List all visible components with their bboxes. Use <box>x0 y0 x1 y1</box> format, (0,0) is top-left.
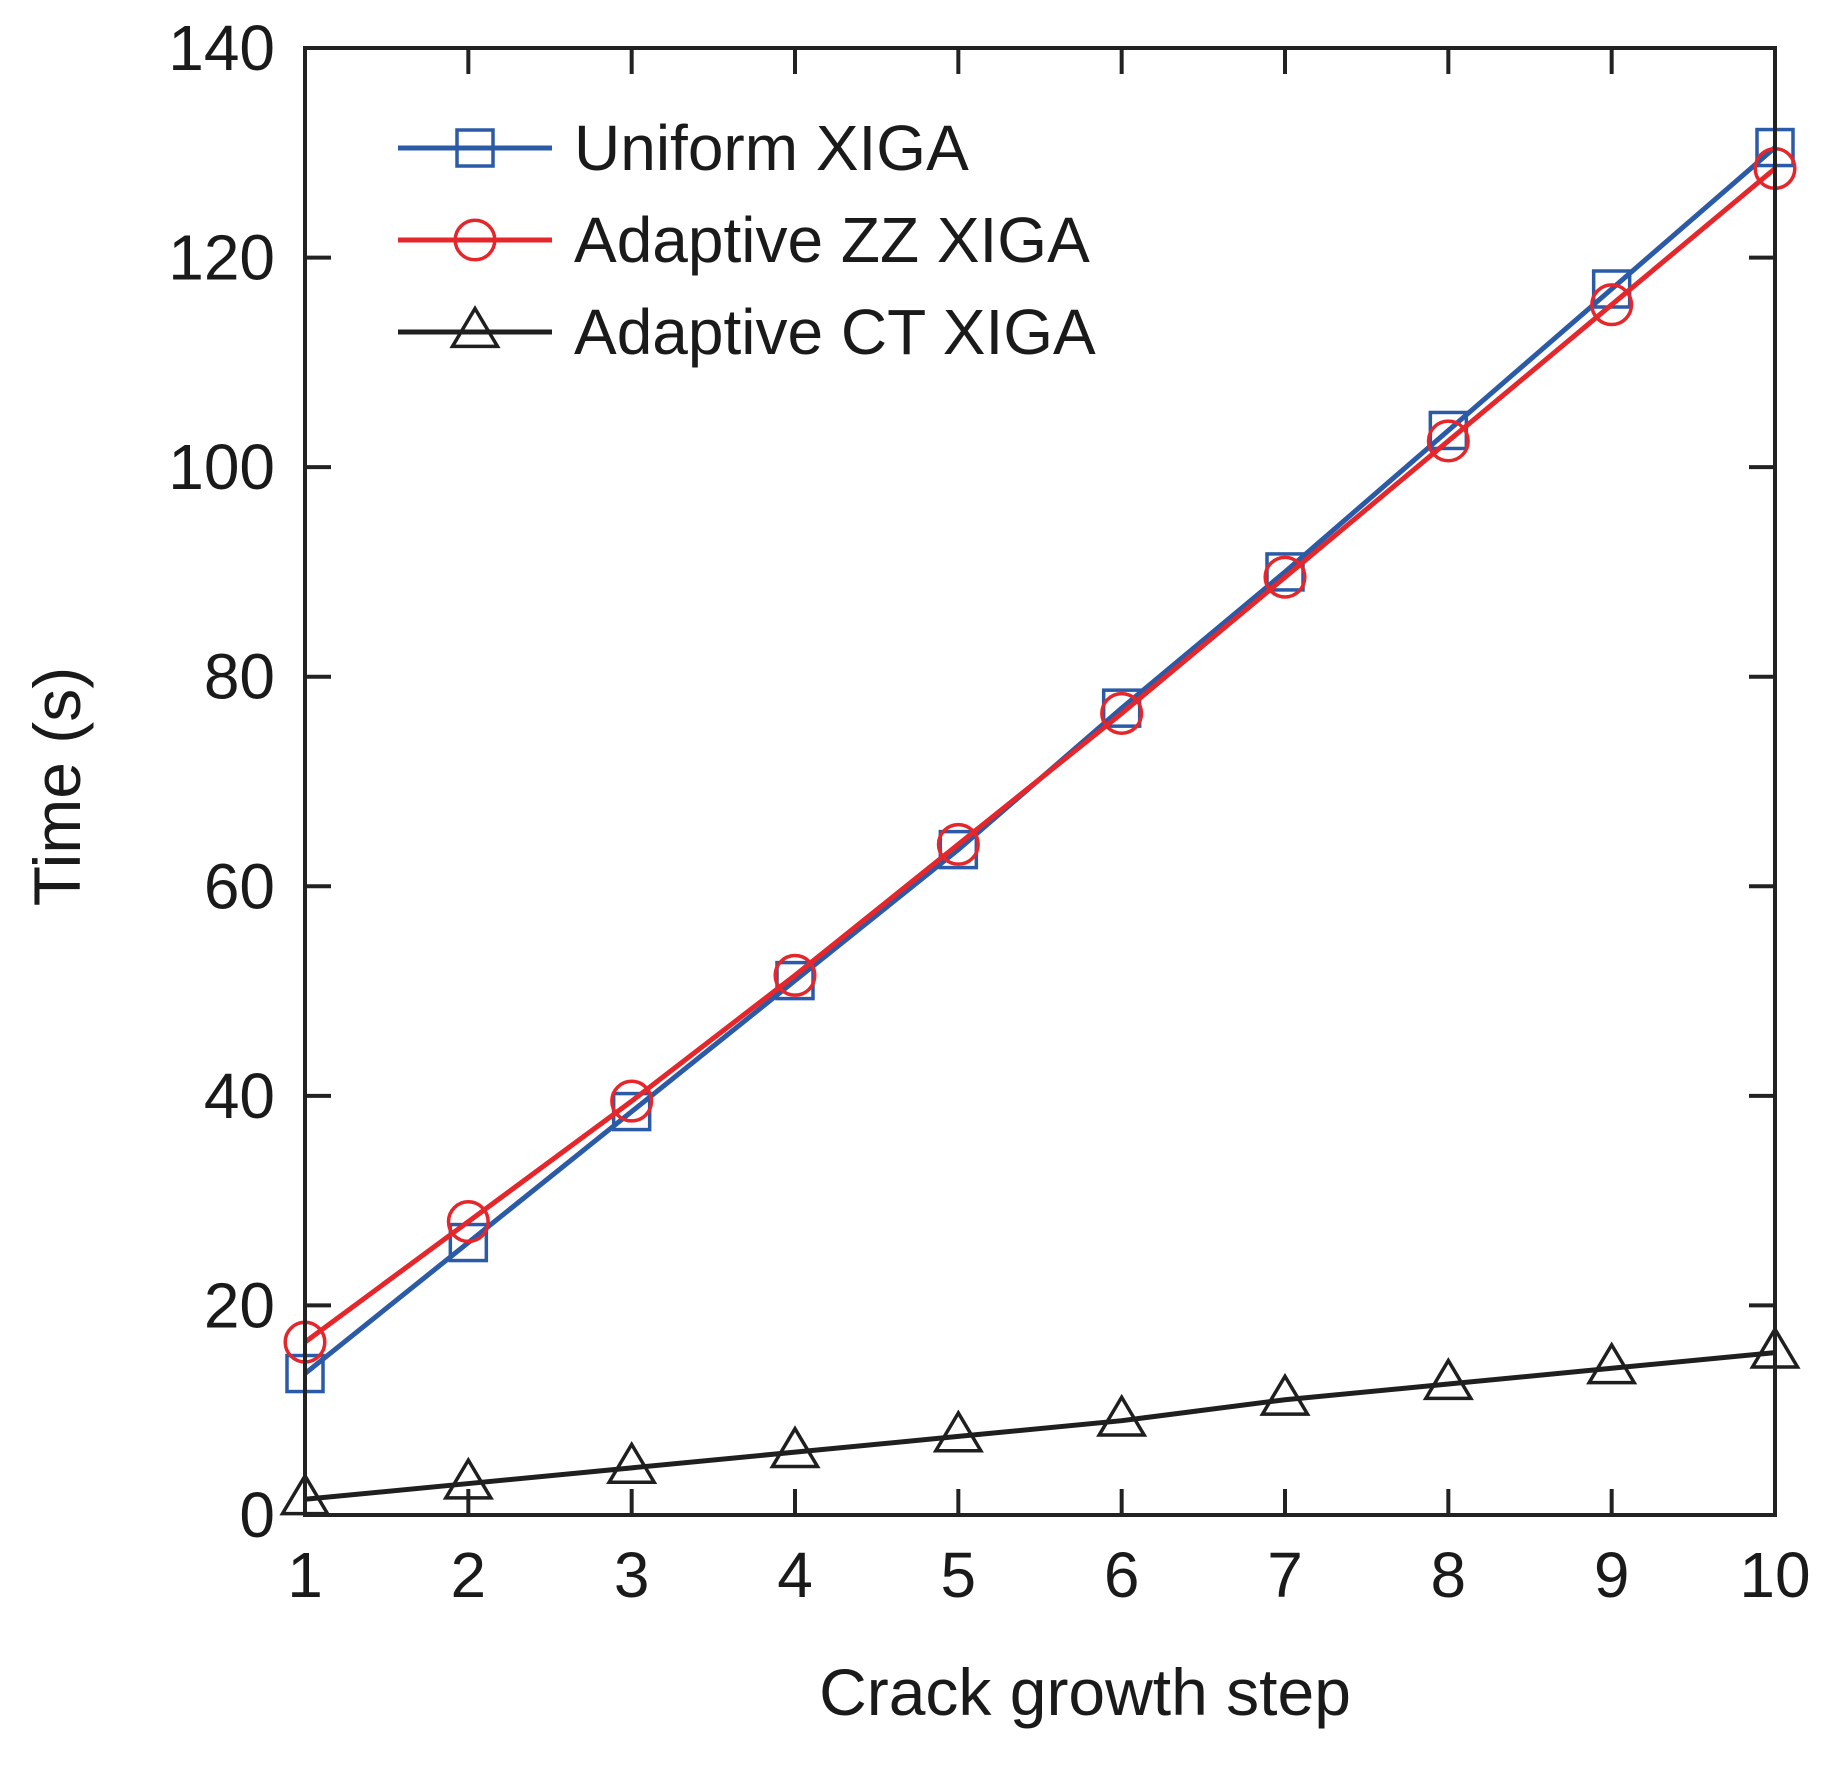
x-tick-label: 9 <box>1594 1539 1630 1611</box>
y-axis-label: Time (s) <box>20 667 94 907</box>
x-tick-label: 6 <box>1104 1539 1140 1611</box>
data-point-circle <box>936 822 980 866</box>
legend-marker-triangle <box>449 305 501 349</box>
data-point-circle <box>773 953 817 997</box>
x-tick-label: 10 <box>1739 1539 1810 1611</box>
data-point-triangle <box>442 1456 494 1500</box>
y-tick-label: 0 <box>239 1479 275 1551</box>
series-line <box>304 1350 1776 1502</box>
data-point-triangle <box>769 1425 821 1469</box>
data-point-triangle <box>606 1440 658 1484</box>
y-tick-label: 60 <box>204 850 275 922</box>
x-tick-label: 2 <box>451 1539 487 1611</box>
x-tick-label: 1 <box>287 1539 323 1611</box>
data-point-circle <box>1590 283 1634 327</box>
data-point-triangle <box>932 1409 984 1453</box>
x-tick-label: 4 <box>777 1539 813 1611</box>
data-point-circle <box>446 1200 490 1244</box>
data-point-triangle <box>1422 1357 1474 1401</box>
legend-item: Uniform XIGA <box>398 112 969 184</box>
y-tick-label: 100 <box>168 431 275 503</box>
legend-label: Adaptive CT XIGA <box>574 296 1096 368</box>
data-point-triangle <box>1586 1341 1638 1385</box>
x-tick-label: 8 <box>1431 1539 1467 1611</box>
legend-label: Uniform XIGA <box>574 112 969 184</box>
y-tick-label: 40 <box>204 1060 275 1132</box>
data-point-circle <box>610 1079 654 1123</box>
legend-item: Adaptive ZZ XIGA <box>398 204 1090 276</box>
data-point-triangle <box>1259 1372 1311 1416</box>
y-tick-label: 80 <box>204 641 275 713</box>
legend-item: Adaptive CT XIGA <box>398 296 1096 368</box>
legend-label: Adaptive ZZ XIGA <box>574 204 1090 276</box>
data-point-circle <box>1426 419 1470 463</box>
legend: Uniform XIGA Adaptive ZZ XIGA Adaptive CT … <box>398 112 1096 368</box>
y-tick-label: 20 <box>204 1269 275 1341</box>
plot-frame <box>303 46 1777 1517</box>
legend-marker-square <box>455 128 495 168</box>
legend-marker-circle <box>453 218 497 262</box>
series-line <box>303 166 1777 1345</box>
data-point-circle <box>1100 691 1144 735</box>
y-tick-label: 120 <box>168 222 275 294</box>
data-point-circle <box>1263 555 1307 599</box>
x-axis-label: Crack growth step <box>819 1655 1351 1729</box>
y-tick-label: 140 <box>168 12 275 84</box>
data-point-triangle <box>1096 1393 1148 1437</box>
x-tick-label: 3 <box>614 1539 650 1611</box>
x-tick-label: 5 <box>941 1539 977 1611</box>
x-tick-label: 7 <box>1267 1539 1303 1611</box>
